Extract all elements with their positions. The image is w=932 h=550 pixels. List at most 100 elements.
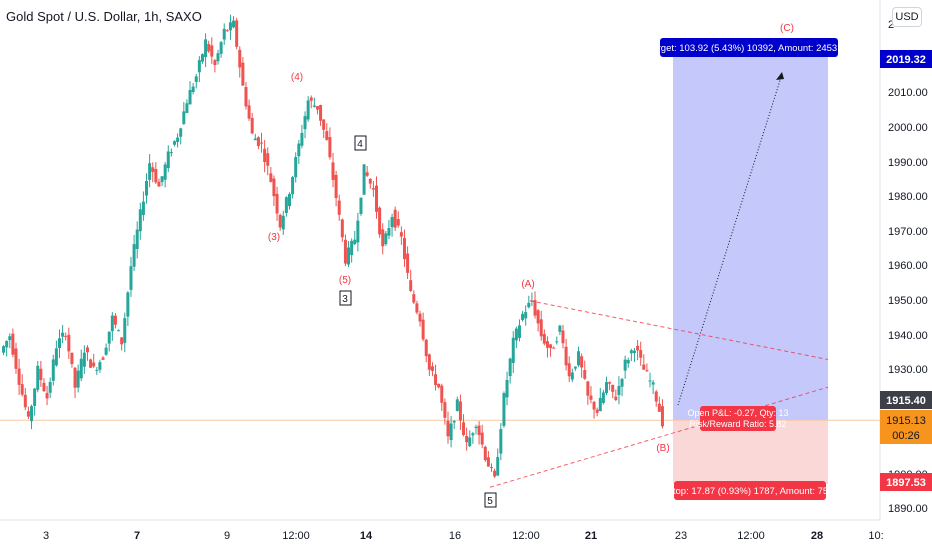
candle-body [642, 364, 646, 370]
candle-body [527, 302, 531, 308]
candle-body [620, 378, 624, 387]
candle-body [371, 188, 375, 190]
candle-body [157, 181, 161, 187]
candle-body [437, 383, 441, 388]
wave-label: (A) [521, 279, 534, 290]
candle-body [213, 60, 217, 66]
candle-body [412, 294, 416, 303]
candle-body [85, 347, 89, 353]
currency-button[interactable]: USD [892, 7, 922, 27]
candle-body [545, 341, 549, 348]
candle-body [247, 105, 251, 119]
candle-body [300, 132, 304, 146]
candle-body [402, 237, 406, 260]
candle-body [449, 423, 453, 440]
projection-arrow-head [776, 72, 784, 80]
candle-body [151, 167, 155, 173]
candle-body [82, 352, 86, 367]
price-tag-current: 1915.13 [886, 415, 926, 427]
candle-body [390, 217, 394, 228]
candle-body [76, 370, 80, 388]
candle-body [120, 337, 124, 345]
y-tick-label: 2000.00 [888, 122, 928, 134]
candle-body [275, 193, 279, 214]
rr-label-text: Risk/Reward Ratio: 5.82 [689, 419, 786, 429]
price-tag-stop-bg [880, 473, 932, 491]
candle-body [253, 138, 257, 141]
candle-body [362, 164, 366, 195]
wave-label: 4 [357, 139, 363, 150]
x-tick-label: 12:00 [737, 530, 765, 542]
candle-body [542, 334, 546, 344]
wave-label: 5 [487, 496, 493, 507]
target-label-text: Target: 103.92 (5.43%) 10392, Amount: 24… [648, 43, 851, 54]
candle-body [331, 162, 335, 180]
candle-body [309, 97, 313, 101]
candle-body [552, 347, 556, 349]
price-tag-target-bg [880, 50, 932, 68]
candle-body [287, 193, 291, 207]
candle-body [117, 330, 121, 332]
candle-body [396, 219, 400, 226]
candle-body [95, 369, 99, 371]
candle-body [110, 315, 114, 332]
candle-body [539, 319, 543, 337]
candle-body [272, 178, 276, 197]
y-tick-label: 1970.00 [888, 226, 928, 238]
candle-body [368, 178, 372, 184]
candle-body [64, 335, 68, 337]
candle-body [92, 362, 96, 367]
candle-body [502, 393, 506, 426]
candle-body [54, 348, 58, 366]
candle-body [570, 372, 574, 380]
candle-body [61, 332, 65, 337]
candle-body [406, 253, 410, 273]
candle-body [291, 177, 295, 195]
candle-body [126, 292, 130, 317]
candle-body [353, 239, 357, 245]
y-tick-label: 2 [888, 19, 894, 31]
candle-body [555, 341, 559, 343]
candle-body [337, 200, 341, 215]
candle-body [188, 90, 192, 105]
candle-body [207, 44, 211, 52]
candle-body [639, 350, 643, 358]
candle-body [471, 433, 475, 436]
candle-body [250, 117, 254, 134]
candle-body [51, 359, 55, 381]
candle-body [592, 401, 596, 410]
candle-body [595, 409, 599, 413]
candle-body [135, 229, 139, 249]
candle-body [5, 340, 9, 348]
candle-body [281, 215, 285, 230]
candle-body [443, 402, 447, 418]
price-tag-stop: 1897.53 [886, 477, 926, 489]
candle-body [496, 457, 500, 476]
y-tick-label: 1890.00 [888, 503, 928, 515]
candle-body [418, 313, 422, 322]
candle-body [549, 344, 553, 349]
candle-body [378, 207, 382, 235]
candle-body [225, 30, 229, 32]
candle-body [493, 470, 497, 477]
candle-body [350, 240, 354, 256]
candle-body [129, 266, 133, 290]
candle-body [517, 325, 521, 338]
candle-body [48, 382, 52, 393]
candle-body [356, 220, 360, 243]
candle-body [123, 318, 127, 343]
candle-body [57, 338, 61, 349]
candle-body [79, 358, 83, 379]
y-tick-label: 1960.00 [888, 260, 928, 272]
candle-body [148, 163, 152, 180]
candle-body [452, 421, 456, 423]
candle-body [632, 350, 636, 353]
candle-body [657, 403, 661, 412]
wave-label: (4) [291, 72, 303, 83]
candle-body [465, 435, 469, 443]
candle-body [33, 388, 37, 406]
candle-body [474, 426, 478, 428]
candle-body [623, 359, 627, 371]
candle-body [260, 142, 264, 144]
